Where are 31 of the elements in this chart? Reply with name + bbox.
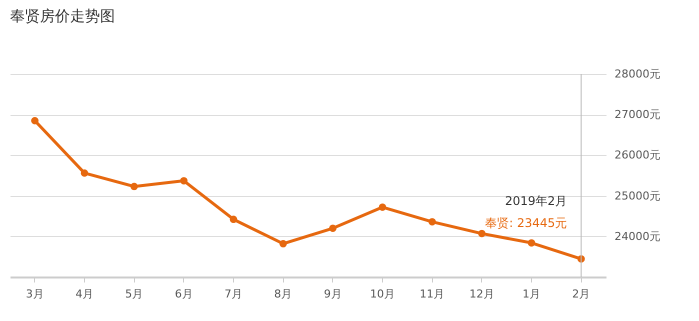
- annotation: 2019年2月: [504, 194, 568, 208]
- point: [180, 177, 188, 184]
- point: [428, 218, 436, 226]
- x-tick-label: 10月: [370, 288, 395, 300]
- x-tick-label: 3月: [26, 288, 44, 300]
- point: [80, 169, 88, 177]
- point: [31, 116, 39, 124]
- x-tick-label: 1月: [522, 288, 540, 300]
- y-tick-label: 24000元: [614, 230, 660, 243]
- x-tick-label: 4月: [76, 288, 94, 300]
- point: [478, 230, 486, 238]
- y-tick-label: 27000元: [614, 108, 660, 122]
- x-tick-label: 12月: [469, 288, 494, 300]
- point: [378, 203, 386, 211]
- point: [230, 216, 238, 224]
- x-tick-label: 6月: [174, 288, 193, 300]
- point: [329, 224, 337, 232]
- point: [279, 240, 287, 248]
- x-tick-label: 5月: [125, 288, 144, 300]
- annotation: 奉贤: 23445元: [485, 216, 568, 230]
- point: [130, 182, 138, 190]
- chart-title: 奉贤房价走势图: [10, 7, 115, 25]
- point: [528, 239, 536, 247]
- x-tick-label: 2月: [572, 288, 590, 300]
- y-tick-label: 25000元: [614, 189, 660, 202]
- x-tick-label: 9月: [324, 288, 342, 300]
- x-tick-label: 8月: [274, 288, 292, 300]
- y-tick-label: 28000元: [614, 68, 660, 80]
- y-tick-label: 26000元: [614, 148, 660, 162]
- x-tick-label: 11月: [420, 288, 445, 300]
- x-tick-label: 7月: [224, 288, 242, 300]
